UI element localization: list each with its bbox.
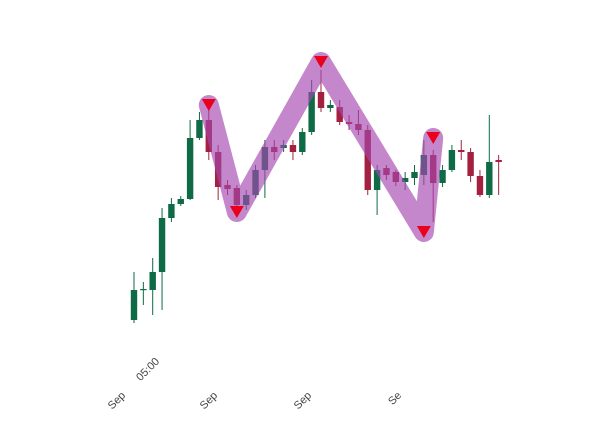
- candle-body: [401, 178, 409, 182]
- candle-body: [177, 199, 184, 204]
- candle-body: [327, 105, 334, 108]
- candle-body: [168, 204, 175, 218]
- x-tick-label: Sep: [292, 390, 314, 412]
- candle-body: [158, 218, 166, 272]
- candle-body: [364, 130, 371, 190]
- candle-body: [458, 150, 465, 152]
- candle-body: [140, 289, 147, 291]
- zigzag-marker: [426, 132, 441, 144]
- zigzag-marker: [314, 56, 328, 68]
- zigzag-marker: [416, 226, 431, 238]
- zigzag-marker: [201, 99, 216, 111]
- zigzag-marker: [229, 206, 244, 218]
- candle-body: [299, 132, 306, 152]
- candle-body: [317, 92, 325, 108]
- candle-body: [186, 138, 194, 199]
- candle-body: [439, 170, 446, 183]
- candle-body: [486, 162, 493, 195]
- candle-body: [495, 160, 502, 162]
- candle-body: [336, 107, 343, 122]
- candle-body: [467, 152, 474, 176]
- candle-body: [411, 172, 418, 178]
- candle-body: [149, 272, 156, 290]
- candle-body: [289, 145, 297, 152]
- candle-body: [196, 120, 203, 138]
- candle-body: [130, 290, 138, 320]
- candle-body: [476, 176, 484, 195]
- x-tick-label: Sep: [106, 390, 128, 412]
- candle-body: [448, 150, 456, 170]
- x-tick-label: Sep: [198, 390, 220, 412]
- candle-body: [308, 92, 315, 132]
- x-tick-label: Se: [386, 390, 404, 408]
- x-tick-label: 05:00: [134, 356, 162, 384]
- candle-body: [373, 170, 381, 190]
